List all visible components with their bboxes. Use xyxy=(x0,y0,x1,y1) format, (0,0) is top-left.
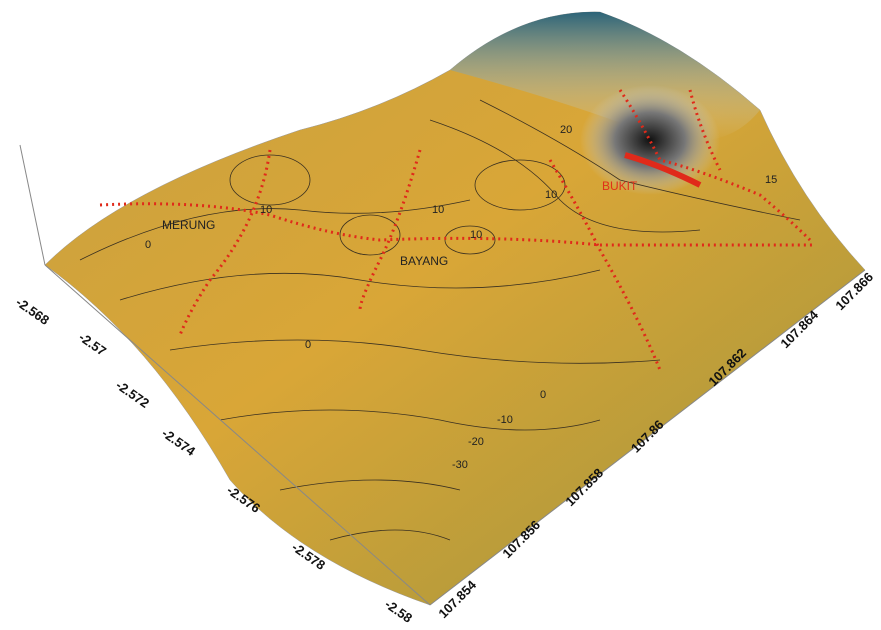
axes xyxy=(19,144,866,606)
lat-tick-label: -2.568 xyxy=(13,294,52,327)
lat-tick-label: -2.572 xyxy=(113,377,152,410)
contour-label: 0 xyxy=(145,239,151,251)
lat-tick-label: -2.58 xyxy=(382,596,415,625)
contour-label: 15 xyxy=(765,174,777,186)
contour-label: 10 xyxy=(432,204,444,216)
place-label: MERUNG xyxy=(162,218,215,232)
contour-label: -10 xyxy=(497,414,513,426)
lat-tick-label: -2.57 xyxy=(76,329,109,358)
contour-label: 10 xyxy=(260,204,272,216)
contour-label: 10 xyxy=(470,229,482,241)
roads xyxy=(99,89,815,371)
contour-label: 0 xyxy=(305,339,311,351)
place-label: BUKIT xyxy=(602,179,638,193)
contour-label: -20 xyxy=(468,436,484,448)
contour-label: 10 xyxy=(545,189,557,201)
place-label: BAYANG xyxy=(400,254,448,268)
lat-tick-label: -2.574 xyxy=(159,425,198,459)
contour-label: 20 xyxy=(560,124,572,136)
contour-label: -30 xyxy=(452,459,468,471)
contour-label: 0 xyxy=(540,389,546,401)
contours xyxy=(79,99,801,541)
ridge xyxy=(624,152,702,188)
steep-zone xyxy=(580,85,720,195)
